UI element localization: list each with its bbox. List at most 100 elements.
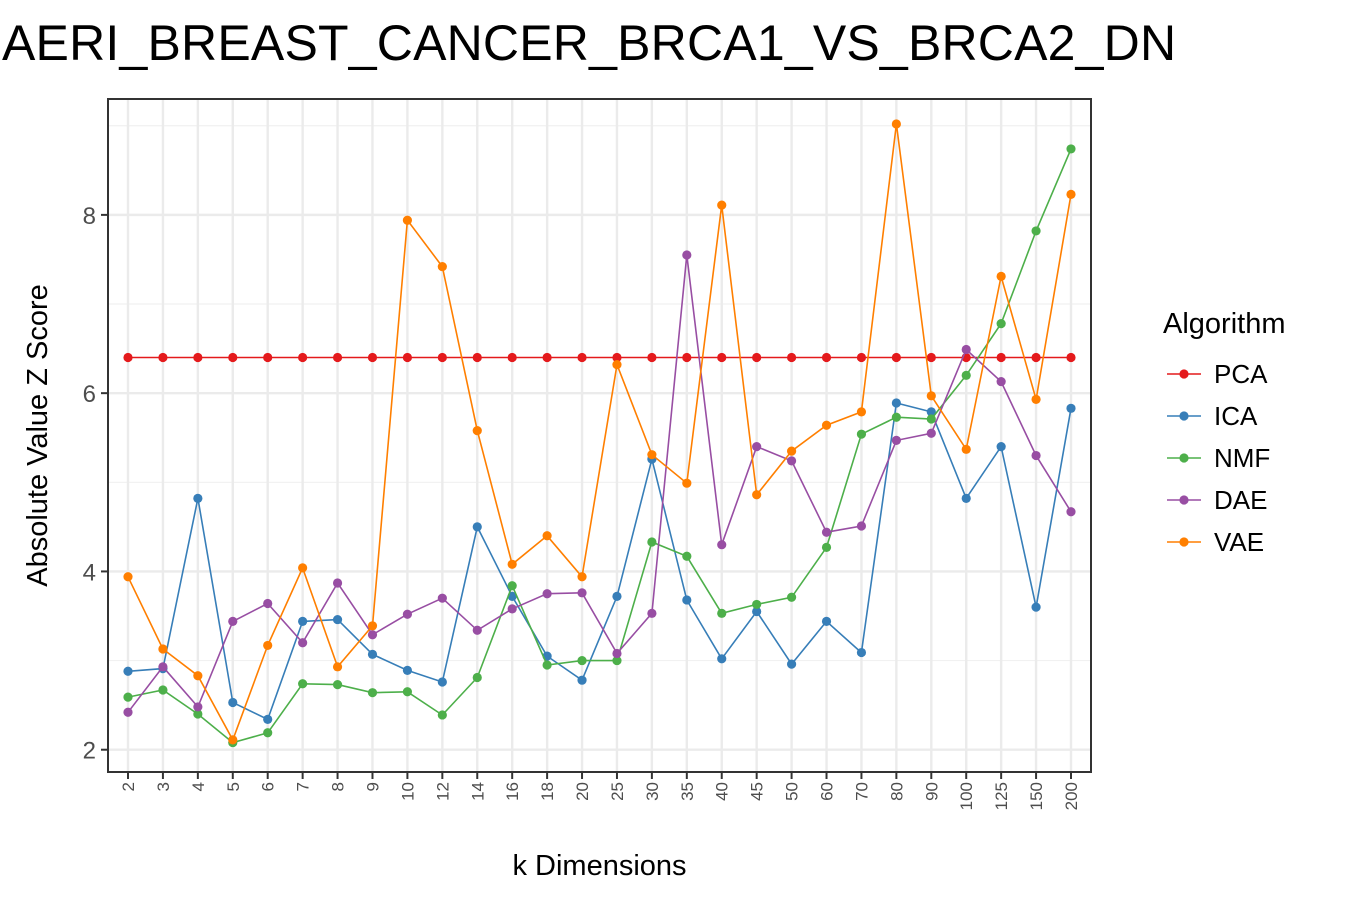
data-point-ica xyxy=(682,595,692,605)
data-point-pca xyxy=(1066,352,1076,363)
legend-key-point-nmf xyxy=(1179,453,1189,463)
data-point-nmf xyxy=(298,679,308,689)
x-tick-label: 50 xyxy=(783,782,802,801)
x-tick-label: 150 xyxy=(1027,782,1046,810)
data-point-nmf xyxy=(752,599,762,610)
data-point-dae xyxy=(158,662,168,672)
data-point-ica xyxy=(367,649,378,659)
data-point-ica xyxy=(332,614,343,625)
data-point-vae xyxy=(263,640,273,651)
legend-key-point-ica xyxy=(1179,411,1189,421)
x-tick-label: 125 xyxy=(992,782,1011,810)
data-point-dae xyxy=(717,540,727,550)
data-point-vae xyxy=(228,735,238,745)
data-point-ica xyxy=(263,714,273,725)
x-tick-label: 45 xyxy=(748,782,767,801)
data-point-nmf xyxy=(577,655,587,666)
data-point-ica xyxy=(856,647,867,658)
data-point-vae xyxy=(717,200,727,210)
data-point-pca xyxy=(367,352,378,363)
data-point-vae xyxy=(542,531,552,541)
plot-panel-border xyxy=(107,98,1092,773)
series-line-vae xyxy=(127,123,1072,742)
legend-key-point-pca xyxy=(1179,369,1189,379)
data-point-vae xyxy=(437,261,447,272)
data-point-nmf xyxy=(891,412,901,422)
data-point-dae xyxy=(612,648,622,659)
data-point-vae xyxy=(821,420,832,430)
data-point-pca xyxy=(298,352,308,363)
data-point-pca xyxy=(682,352,692,363)
data-point-dae xyxy=(402,609,413,619)
legend-key-point-vae xyxy=(1179,537,1189,547)
data-point-dae xyxy=(577,588,587,598)
data-point-pca xyxy=(926,352,936,363)
data-point-dae xyxy=(472,625,482,635)
data-point-vae xyxy=(1031,394,1041,404)
data-point-dae xyxy=(193,702,203,712)
data-point-nmf xyxy=(507,581,517,591)
data-point-nmf xyxy=(612,655,622,666)
data-point-ica xyxy=(926,407,936,417)
x-tick-label: 200 xyxy=(1062,782,1081,810)
data-point-nmf xyxy=(717,608,727,618)
data-point-vae xyxy=(402,215,413,225)
x-tick-label: 5 xyxy=(224,782,243,791)
data-point-nmf xyxy=(437,710,447,720)
data-point-ica xyxy=(717,654,727,664)
data-point-nmf xyxy=(961,370,971,380)
data-point-vae xyxy=(612,360,622,370)
data-point-vae xyxy=(926,391,936,401)
data-point-pca xyxy=(647,352,657,363)
data-point-nmf xyxy=(193,709,203,719)
data-point-ica xyxy=(228,697,238,708)
data-point-nmf xyxy=(123,692,133,702)
legend-label-dae: DAE xyxy=(1214,485,1267,515)
data-point-ica xyxy=(402,665,413,675)
data-point-ica xyxy=(752,606,762,617)
data-point-nmf xyxy=(472,672,482,683)
data-point-pca xyxy=(542,352,552,363)
x-tick-label: 20 xyxy=(573,782,592,801)
data-point-vae xyxy=(786,446,797,456)
data-point-pca xyxy=(577,352,587,363)
legend-label-pca: PCA xyxy=(1214,359,1268,389)
data-point-pca xyxy=(332,352,343,363)
data-point-pca xyxy=(228,352,238,363)
data-point-vae xyxy=(996,271,1006,281)
y-tick-label: 8 xyxy=(83,203,96,230)
y-axis-title: Absolute Value Z Score xyxy=(22,284,54,587)
data-point-dae xyxy=(682,250,692,260)
data-point-pca xyxy=(402,352,413,363)
data-point-dae xyxy=(891,435,901,446)
data-point-nmf xyxy=(1031,226,1041,236)
x-tick-label: 18 xyxy=(538,782,557,801)
data-point-nmf xyxy=(158,685,168,695)
data-point-dae xyxy=(298,638,308,648)
data-point-dae xyxy=(228,616,238,626)
series-layer xyxy=(123,119,1076,748)
x-tick-label: 30 xyxy=(643,782,662,801)
data-point-vae xyxy=(123,572,133,582)
chart-title: AERI_BREAST_CANCER_BRCA1_VS_BRCA2_DN xyxy=(2,15,1177,71)
data-point-ica xyxy=(507,591,517,601)
data-point-ica xyxy=(1066,403,1076,413)
x-tick-label: 7 xyxy=(294,782,313,791)
data-point-dae xyxy=(996,376,1006,387)
series-line-nmf xyxy=(127,148,1072,744)
x-tick-label: 70 xyxy=(852,782,871,801)
data-point-vae xyxy=(367,621,378,631)
data-point-pca xyxy=(752,352,762,363)
legend-title: Algorithm xyxy=(1163,308,1286,340)
data-point-nmf xyxy=(682,551,692,561)
data-point-dae xyxy=(332,578,343,588)
y-tick-label: 4 xyxy=(83,559,96,586)
x-tick-label: 4 xyxy=(189,782,208,791)
data-point-pca xyxy=(612,352,622,363)
x-tick-label: 40 xyxy=(713,782,732,801)
data-point-ica xyxy=(577,675,587,685)
data-point-vae xyxy=(472,425,482,436)
data-point-dae xyxy=(856,521,867,531)
data-point-pca xyxy=(786,352,797,363)
data-point-ica xyxy=(472,522,482,532)
